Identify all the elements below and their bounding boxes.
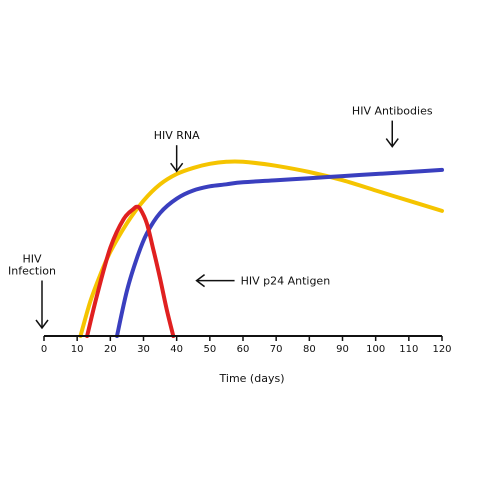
- arrow-hiv-p24-antigen: [195, 274, 235, 288]
- annotation-hiv-infection: HIV Infection: [8, 253, 56, 278]
- arrow-hiv-infection: [35, 280, 49, 330]
- x-tick-label: 60: [237, 344, 250, 355]
- x-tick-label: 40: [170, 344, 183, 355]
- series-line-hiv-rna: [78, 159, 444, 338]
- x-tick-label: 90: [336, 344, 349, 355]
- series-line-hiv-antibodies: [115, 167, 444, 338]
- annotation-hiv-antibodies: HIV Antibodies: [352, 105, 433, 118]
- x-tick-label: 0: [41, 344, 47, 355]
- arrow-hiv-antibodies: [385, 120, 399, 148]
- annotation-hiv-rna: HIV RNA: [154, 129, 200, 142]
- x-tick-label: 70: [270, 344, 283, 355]
- x-axis-title: Time (days): [219, 372, 285, 385]
- x-tick-label: 110: [399, 344, 418, 355]
- x-tick-label: 20: [104, 344, 117, 355]
- x-tick-label: 120: [432, 344, 451, 355]
- x-tick-label: 100: [366, 344, 385, 355]
- annotations: HIV RNA HIV Antibodies HIV p24 Antigen HIV I…: [8, 105, 433, 330]
- x-tick-label: 30: [137, 344, 150, 355]
- series-line-hiv-p24-antigen: [85, 204, 176, 338]
- annotation-hiv-p24-antigen: HIV p24 Antigen: [241, 275, 331, 288]
- series-layer: [78, 159, 444, 338]
- x-tick-label: 80: [303, 344, 316, 355]
- arrow-hiv-rna: [170, 145, 184, 173]
- x-ticks: 0 10 20 30 40 50 60 70 80 90 100 110 120: [41, 336, 452, 355]
- x-tick-label: 10: [71, 344, 84, 355]
- x-tick-label: 50: [203, 344, 216, 355]
